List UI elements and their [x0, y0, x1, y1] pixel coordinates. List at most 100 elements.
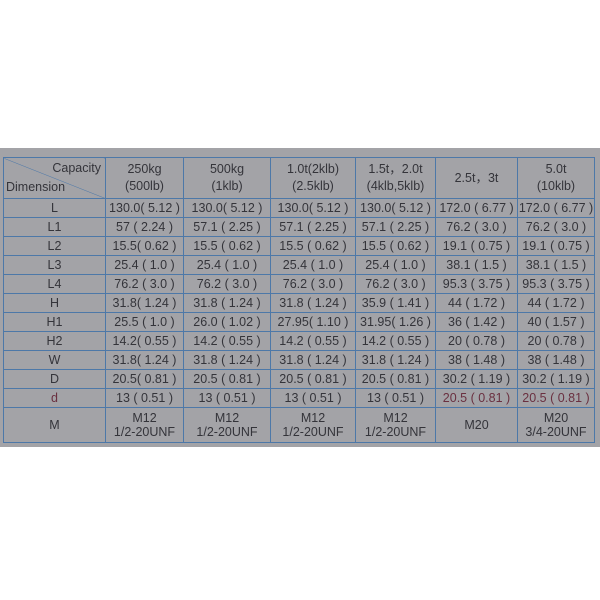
table-row-m: M M12 1/2-20UNF M12 1/2-20UNF M12 1/2-20UNF M12…	[3, 407, 595, 443]
thread-cell: M12 1/2-20UNF	[183, 407, 271, 443]
value-cell: 57.1 ( 2.25 )	[270, 217, 356, 237]
table-row: L4 76.2 ( 3.0 ) 76.2 ( 3.0 ) 76.2 ( 3.0 ) 76…	[3, 274, 595, 294]
value-cell: 31.8 ( 1.24 )	[183, 293, 271, 313]
value-cell: 14.2 ( 0.55 )	[355, 331, 436, 351]
value-cell: 31.8( 1.24 )	[105, 350, 184, 370]
dimension-cell: L	[3, 198, 106, 218]
dimension-cell: H2	[3, 331, 106, 351]
value-cell: 38 ( 1.48 )	[517, 350, 595, 370]
value-cell: 31.8 ( 1.24 )	[270, 293, 356, 313]
thread-metric: M20	[464, 418, 489, 432]
table-row: L2 15.5( 0.62 ) 15.5 ( 0.62 ) 15.5 ( 0.62 )…	[3, 236, 595, 256]
dimension-label: Dimension	[6, 180, 66, 194]
capacity-imperial: (2.5klb)	[292, 179, 334, 193]
thread-unf: 1/2-20UNF	[196, 425, 258, 439]
value-cell: 172.0 ( 6.77 )	[435, 198, 518, 218]
value-cell: 38 ( 1.48 )	[435, 350, 518, 370]
table-row: L3 25.4 ( 1.0 ) 25.4 ( 1.0 ) 25.4 ( 1.0 ) 25…	[3, 255, 595, 275]
capacity-header-cell: 1.0t(2klb) (2.5klb)	[270, 157, 356, 199]
dimension-cell: L3	[3, 255, 106, 275]
value-cell: 25.4 ( 1.0 )	[105, 255, 184, 275]
thread-cell: M12 1/2-20UNF	[270, 407, 356, 443]
capacity-header-cell: 1.5t，2.0t (4klb,5klb)	[355, 157, 436, 199]
value-cell: 76.2 ( 3.0 )	[105, 274, 184, 294]
value-cell: 57.1 ( 2.25 )	[355, 217, 436, 237]
value-cell: 57.1 ( 2.25 )	[183, 217, 271, 237]
table-row: H2 14.2( 0.55 ) 14.2 ( 0.55 ) 14.2 ( 0.55 )…	[3, 331, 595, 351]
value-cell: 30.2 ( 1.19 )	[517, 369, 595, 389]
value-cell: 31.8 ( 1.24 )	[355, 350, 436, 370]
thread-unf: 1/2-20UNF	[282, 425, 344, 439]
capacity-header-cell: 2.5t，3t	[435, 157, 518, 199]
dimension-cell: M	[3, 407, 106, 443]
capacity-imperial: (10klb)	[536, 179, 576, 193]
value-cell: 76.2 ( 3.0 )	[517, 217, 595, 237]
table-row: L1 57 ( 2.24 ) 57.1 ( 2.25 ) 57.1 ( 2.25 ) 5…	[3, 217, 595, 237]
value-cell: 76.2 ( 3.0 )	[355, 274, 436, 294]
thread-unf: 3/4-20UNF	[525, 425, 587, 439]
thread-metric: M12	[383, 411, 408, 425]
value-cell: 20.5( 0.81 )	[105, 369, 184, 389]
value-cell: 14.2 ( 0.55 )	[183, 331, 271, 351]
value-cell: 36 ( 1.42 )	[435, 312, 518, 332]
capacity-value: 1.0t(2klb)	[286, 162, 340, 176]
value-cell: 20.5 ( 0.81 )	[517, 388, 595, 408]
capacity-imperial: (4klb,5klb)	[366, 179, 425, 193]
value-cell: 20 ( 0.78 )	[517, 331, 595, 351]
value-cell: 15.5 ( 0.62 )	[183, 236, 271, 256]
value-cell: 95.3 ( 3.75 )	[517, 274, 595, 294]
dimension-cell: H	[3, 293, 106, 313]
value-cell: 130.0( 5.12 )	[183, 198, 271, 218]
value-cell: 13 ( 0.51 )	[270, 388, 356, 408]
table-row: H1 25.5 ( 1.0 ) 26.0 ( 1.02 ) 27.95( 1.10 )…	[3, 312, 595, 332]
thread-unf: 1/2-20UNF	[113, 425, 176, 439]
thread-metric: M12	[132, 411, 157, 425]
dimension-cell: L1	[3, 217, 106, 237]
value-cell: 25.4 ( 1.0 )	[355, 255, 436, 275]
value-cell: 20.5 ( 0.81 )	[355, 369, 436, 389]
capacity-header-cell: 5.0t (10klb)	[517, 157, 595, 199]
thread-cell: M20 3/4-20UNF	[517, 407, 595, 443]
table-row: W 31.8( 1.24 ) 31.8 ( 1.24 ) 31.8 ( 1.24 ) 3…	[3, 350, 595, 370]
value-cell: 20.5 ( 0.81 )	[435, 388, 518, 408]
thread-cell: M20	[435, 407, 518, 443]
capacity-value: 500kg	[209, 162, 245, 176]
value-cell: 26.0 ( 1.02 )	[183, 312, 271, 332]
capacity-imperial: (1klb)	[211, 179, 243, 193]
capacity-value: 2.5t，3t	[454, 170, 499, 185]
capacity-value: 250kg	[127, 162, 162, 176]
capacity-label: Capacity	[52, 161, 101, 175]
value-cell: 20.5 ( 0.81 )	[270, 369, 356, 389]
value-cell: 20 ( 0.78 )	[435, 331, 518, 351]
dimension-cell: L2	[3, 236, 106, 256]
thread-metric: M12	[300, 411, 326, 425]
value-cell: 27.95( 1.10 )	[270, 312, 356, 332]
value-cell: 76.2 ( 3.0 )	[435, 217, 518, 237]
value-cell: 20.5 ( 0.81 )	[183, 369, 271, 389]
thread-unf: 1/2-20UNF	[364, 425, 427, 439]
capacity-header-cell: 250kg (500lb)	[105, 157, 184, 199]
capacity-imperial: (500lb)	[125, 179, 164, 193]
value-cell: 95.3 ( 3.75 )	[435, 274, 518, 294]
value-cell: 130.0( 5.12 )	[105, 198, 184, 218]
dimension-cell: D	[3, 369, 106, 389]
dimension-cell: d	[3, 388, 106, 408]
value-cell: 15.5( 0.62 )	[105, 236, 184, 256]
capacity-value: 5.0t	[545, 162, 567, 176]
corner-header-cell: Capacity Dimension	[3, 157, 106, 199]
value-cell: 19.1 ( 0.75 )	[517, 236, 595, 256]
value-cell: 14.2( 0.55 )	[105, 331, 184, 351]
dimension-cell: W	[3, 350, 106, 370]
thread-cell: M12 1/2-20UNF	[355, 407, 436, 443]
capacity-header-cell: 500kg (1klb)	[183, 157, 271, 199]
value-cell: 172.0 ( 6.77 )	[517, 198, 595, 218]
value-cell: 15.5 ( 0.62 )	[355, 236, 436, 256]
value-cell: 25.4 ( 1.0 )	[183, 255, 271, 275]
value-cell: 25.5 ( 1.0 )	[105, 312, 184, 332]
value-cell: 57 ( 2.24 )	[105, 217, 184, 237]
capacity-value: 1.5t，2.0t	[368, 162, 423, 176]
table-row: D 20.5( 0.81 ) 20.5 ( 0.81 ) 20.5 ( 0.81 ) 2…	[3, 369, 595, 389]
value-cell: 130.0( 5.12 )	[270, 198, 356, 218]
value-cell: 19.1 ( 0.75 )	[435, 236, 518, 256]
value-cell: 13 ( 0.51 )	[355, 388, 436, 408]
